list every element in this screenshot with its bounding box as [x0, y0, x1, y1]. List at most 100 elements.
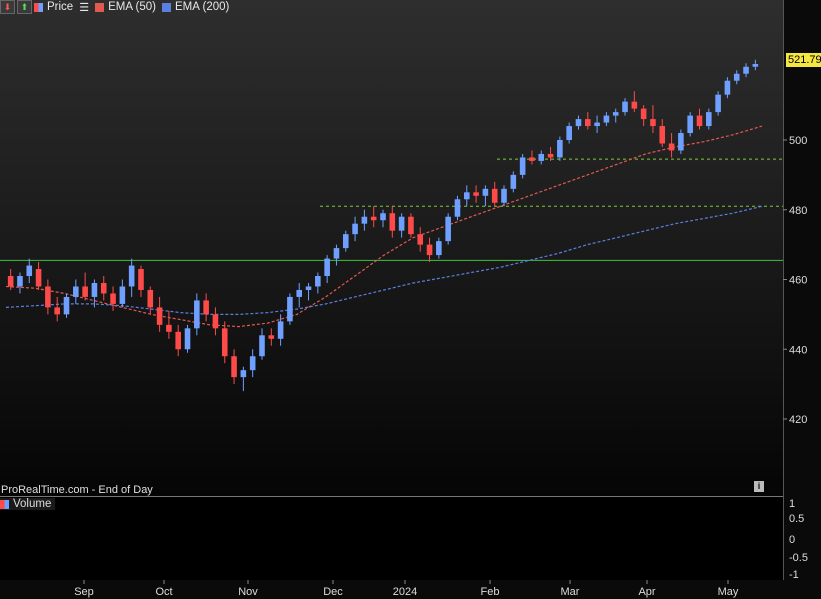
legend-price[interactable]: Price — [34, 1, 73, 13]
candle-body[interactable] — [296, 289, 303, 297]
candle-body[interactable] — [305, 286, 312, 290]
candle-body[interactable] — [240, 370, 247, 378]
candle-body[interactable] — [547, 153, 554, 158]
candle-body[interactable] — [408, 216, 414, 235]
candle-body[interactable] — [706, 112, 712, 127]
candle-body[interactable] — [156, 307, 163, 325]
candle-body[interactable] — [166, 324, 172, 332]
candle-body[interactable] — [138, 269, 144, 290]
candle-body[interactable] — [519, 157, 526, 175]
candle-body[interactable] — [752, 64, 759, 67]
ema200-line[interactable] — [5, 205, 763, 315]
candle-body[interactable] — [147, 289, 154, 308]
candle-body[interactable] — [194, 300, 200, 329]
candle-body[interactable] — [566, 126, 572, 140]
candle-body[interactable] — [389, 213, 396, 231]
candle-body[interactable] — [631, 101, 638, 109]
price-pane[interactable] — [0, 0, 783, 496]
y-tick-label: 480 — [789, 205, 807, 217]
candle-body[interactable] — [668, 143, 675, 151]
candle-body[interactable] — [445, 216, 451, 242]
y-axis-panel[interactable] — [783, 0, 821, 580]
candle-body[interactable] — [463, 192, 470, 200]
candle-body[interactable] — [259, 335, 265, 357]
volume-pane[interactable] — [0, 497, 783, 579]
candle-body[interactable] — [380, 213, 386, 221]
candle-body[interactable] — [100, 282, 107, 294]
candle-body[interactable] — [715, 94, 721, 113]
x-axis-panel[interactable] — [0, 580, 821, 599]
candle-body[interactable] — [603, 115, 610, 123]
candle-body[interactable] — [417, 234, 424, 245]
candles — [7, 59, 759, 392]
candle-body[interactable] — [63, 296, 70, 315]
candle-body[interactable] — [268, 335, 275, 339]
candle-body[interactable] — [91, 282, 98, 297]
candle-body[interactable] — [529, 157, 535, 161]
candle-body[interactable] — [398, 216, 405, 231]
candle-body[interactable] — [82, 286, 88, 297]
candle-body[interactable] — [482, 188, 489, 196]
candle-body[interactable] — [324, 258, 330, 277]
candle-body[interactable] — [212, 314, 219, 329]
candle-body[interactable] — [640, 108, 647, 120]
candle-body[interactable] — [184, 328, 191, 350]
collapse-down-icon[interactable]: ⬇ — [0, 0, 15, 14]
candle-body[interactable] — [501, 188, 507, 203]
candle-body[interactable] — [426, 244, 433, 256]
candle-body[interactable] — [7, 276, 14, 287]
candle-body[interactable] — [696, 115, 703, 127]
candle-body[interactable] — [743, 66, 749, 74]
candle-body[interactable] — [678, 133, 684, 151]
candle-body[interactable] — [370, 216, 377, 221]
candle-body[interactable] — [584, 119, 591, 127]
candle-body[interactable] — [45, 286, 51, 308]
volume-legend[interactable]: Volume — [0, 498, 56, 510]
candle-body[interactable] — [538, 153, 545, 161]
candle-body[interactable] — [352, 223, 358, 235]
candle-body[interactable] — [54, 307, 60, 315]
volume-label: Volume — [13, 498, 52, 510]
candle-body[interactable] — [26, 265, 33, 277]
candle-body[interactable] — [510, 174, 517, 189]
candle-body[interactable] — [612, 112, 619, 116]
candle-body[interactable] — [221, 328, 228, 357]
legend-menu[interactable]: ☰ — [79, 1, 89, 14]
candle-body[interactable] — [557, 140, 563, 158]
legend-ema50[interactable]: EMA (50) — [95, 1, 156, 13]
candle-body[interactable] — [473, 192, 479, 196]
candle-body[interactable] — [128, 265, 135, 287]
candle-body[interactable] — [342, 234, 349, 249]
candle-body[interactable] — [333, 248, 340, 259]
candle-body[interactable] — [287, 296, 293, 322]
candle-body[interactable] — [650, 119, 656, 127]
candle-body[interactable] — [231, 356, 237, 378]
candle-body[interactable] — [73, 286, 79, 297]
candle-body[interactable] — [659, 126, 666, 144]
legend-ema200[interactable]: EMA (200) — [162, 1, 229, 13]
candle-body[interactable] — [454, 199, 461, 217]
candle-body[interactable] — [491, 188, 498, 203]
info-icon[interactable]: i — [754, 481, 764, 492]
candle-body[interactable] — [277, 321, 284, 339]
candle-body[interactable] — [733, 73, 740, 81]
candle-body[interactable] — [575, 119, 582, 127]
candle-body[interactable] — [622, 101, 628, 113]
candle-body[interactable] — [203, 300, 209, 315]
candle-body[interactable] — [361, 216, 368, 224]
candle-body[interactable] — [35, 269, 42, 287]
candle-body[interactable] — [110, 293, 116, 304]
candle-body[interactable] — [17, 276, 23, 287]
ema50-line[interactable] — [5, 125, 763, 328]
candle-body[interactable] — [315, 276, 321, 287]
candle-body[interactable] — [436, 241, 442, 256]
candle-body[interactable] — [724, 80, 731, 95]
collapse-up-icon[interactable]: ⬆ — [17, 0, 32, 14]
y-tick-label: 420 — [789, 414, 807, 426]
candle-body[interactable] — [687, 115, 693, 134]
candle-body[interactable] — [175, 331, 182, 350]
candle-body[interactable] — [119, 286, 126, 304]
legend-ema50-label: EMA (50) — [108, 1, 157, 13]
candle-body[interactable] — [594, 122, 600, 127]
candle-body[interactable] — [249, 356, 256, 371]
